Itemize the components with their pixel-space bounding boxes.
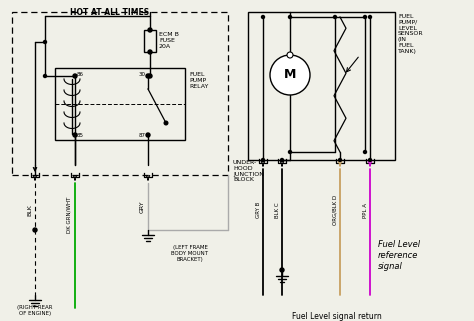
Text: DK GRN/WHT: DK GRN/WHT xyxy=(67,197,72,233)
Circle shape xyxy=(338,159,341,161)
Text: PPL A: PPL A xyxy=(363,203,368,218)
Circle shape xyxy=(368,15,372,19)
Circle shape xyxy=(289,15,292,19)
Text: BLK C: BLK C xyxy=(275,202,280,218)
Circle shape xyxy=(364,15,366,19)
Text: 85: 85 xyxy=(77,133,84,138)
Circle shape xyxy=(280,268,284,272)
Bar xyxy=(12,12,228,175)
Text: GRY B: GRY B xyxy=(256,202,261,218)
Text: Fuel Level signal return: Fuel Level signal return xyxy=(292,312,382,321)
Circle shape xyxy=(334,15,337,19)
Circle shape xyxy=(146,133,150,137)
Text: UNDER-
HOOD
JUNCTION
BLOCK: UNDER- HOOD JUNCTION BLOCK xyxy=(233,160,264,182)
Circle shape xyxy=(270,55,310,95)
Circle shape xyxy=(289,151,292,153)
Text: (LEFT FRAME
BODY MOUNT
BRACKET): (LEFT FRAME BODY MOUNT BRACKET) xyxy=(172,245,209,262)
Circle shape xyxy=(33,228,37,232)
Circle shape xyxy=(44,74,46,77)
Bar xyxy=(144,30,156,52)
Circle shape xyxy=(281,159,283,161)
Bar xyxy=(55,68,185,140)
Text: Fuel Level
reference
signal: Fuel Level reference signal xyxy=(378,240,420,271)
Circle shape xyxy=(164,121,168,125)
Text: 87: 87 xyxy=(139,133,146,138)
Circle shape xyxy=(287,52,293,58)
Circle shape xyxy=(368,159,372,161)
Bar xyxy=(248,12,395,160)
Circle shape xyxy=(73,133,77,137)
Text: BLK: BLK xyxy=(27,204,32,216)
Text: ECM B
FUSE
20A: ECM B FUSE 20A xyxy=(159,32,179,48)
Circle shape xyxy=(148,28,152,32)
Circle shape xyxy=(146,74,150,78)
Circle shape xyxy=(364,151,366,153)
Text: GRY: GRY xyxy=(140,201,145,213)
Text: M: M xyxy=(284,68,296,82)
Text: ORG/BLK D: ORG/BLK D xyxy=(333,195,338,225)
Text: (RIGHT REAR
OF ENGINE): (RIGHT REAR OF ENGINE) xyxy=(17,305,53,316)
Circle shape xyxy=(73,74,77,78)
Text: FUEL
PUMP/
LEVEL
SENSOR
(IN
FUEL
TANK): FUEL PUMP/ LEVEL SENSOR (IN FUEL TANK) xyxy=(398,14,424,54)
Text: 86: 86 xyxy=(77,72,84,77)
Circle shape xyxy=(148,50,152,54)
Circle shape xyxy=(262,159,264,161)
Text: HOT AT ALL TIMES: HOT AT ALL TIMES xyxy=(71,8,150,17)
Text: 30: 30 xyxy=(139,72,146,77)
Circle shape xyxy=(262,15,264,19)
Text: FUEL
PUMP
RELAY: FUEL PUMP RELAY xyxy=(189,72,209,89)
Circle shape xyxy=(148,74,152,78)
Circle shape xyxy=(44,40,46,44)
